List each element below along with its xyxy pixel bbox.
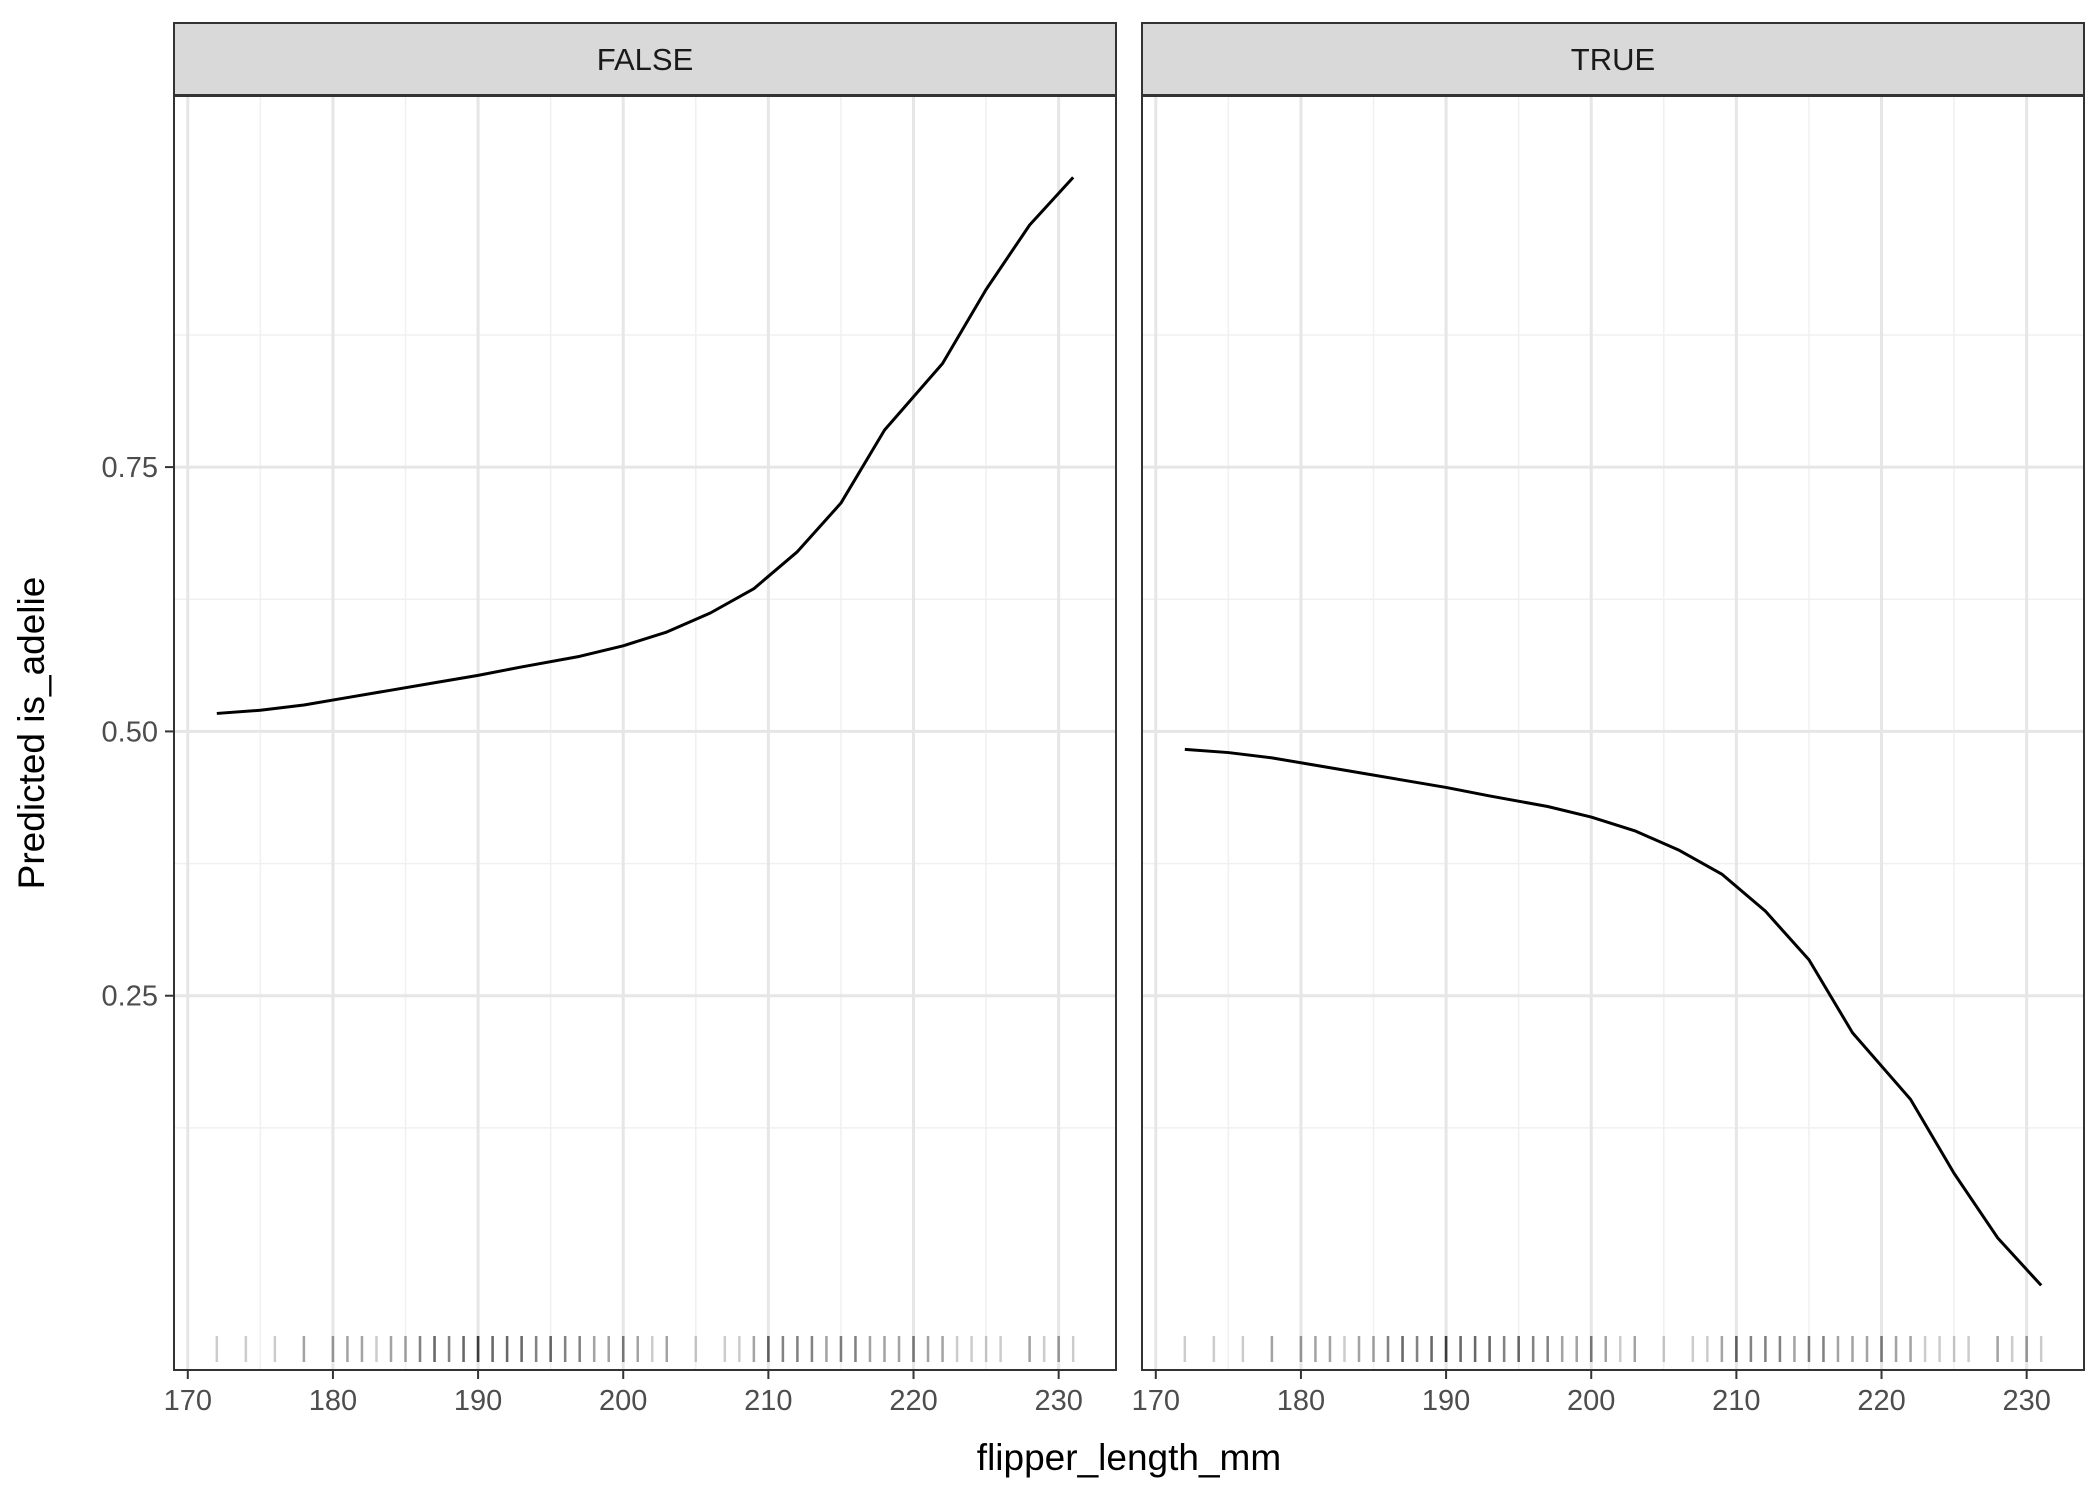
x-tick-label: 180 [309, 1385, 357, 1417]
x-tick-label: 210 [1712, 1385, 1760, 1417]
x-tick-label: 170 [164, 1385, 212, 1417]
panel-background [1142, 96, 2084, 1370]
x-tick-label: 180 [1277, 1385, 1325, 1417]
y-tick-label: 0.50 [102, 716, 158, 748]
x-tick-label: 220 [1857, 1385, 1905, 1417]
series-line [216, 176, 1075, 715]
series-line [1184, 747, 2043, 1287]
y-tick-label: 0.75 [102, 452, 158, 484]
facet-panel-true: TRUE 170 180 190 200 210 220 230 [1132, 22, 2085, 1417]
y-axis-title: Predicted is_adelie [11, 577, 52, 890]
x-tick-label: 230 [2002, 1385, 2050, 1417]
x-tick-label: 200 [599, 1385, 647, 1417]
x-tick-label: 200 [1567, 1385, 1615, 1417]
facet-strip [1141, 22, 2085, 96]
facet-panels: FALSE 170 180 190 200 210 220 230 0.25 0.50 0.75 TR… [102, 22, 2085, 1417]
x-axis-title: flipper_length_mm [977, 1437, 1281, 1478]
x-tick-label: 220 [889, 1385, 937, 1417]
x-tick-label: 190 [1422, 1385, 1470, 1417]
panel-background [174, 96, 1116, 1370]
facet-strip-label: FALSE [597, 42, 694, 77]
x-tick-label: 230 [1034, 1385, 1082, 1417]
facet-strip [173, 22, 1117, 96]
x-tick-label: 170 [1132, 1385, 1180, 1417]
x-tick-label: 190 [454, 1385, 502, 1417]
facet-strip-label: TRUE [1571, 42, 1655, 77]
facet-panel-false: FALSE 170 180 190 200 210 220 230 0.25 0.50 0.75 [102, 22, 1117, 1417]
y-tick-label: 0.25 [102, 981, 158, 1013]
x-tick-label: 210 [744, 1385, 792, 1417]
